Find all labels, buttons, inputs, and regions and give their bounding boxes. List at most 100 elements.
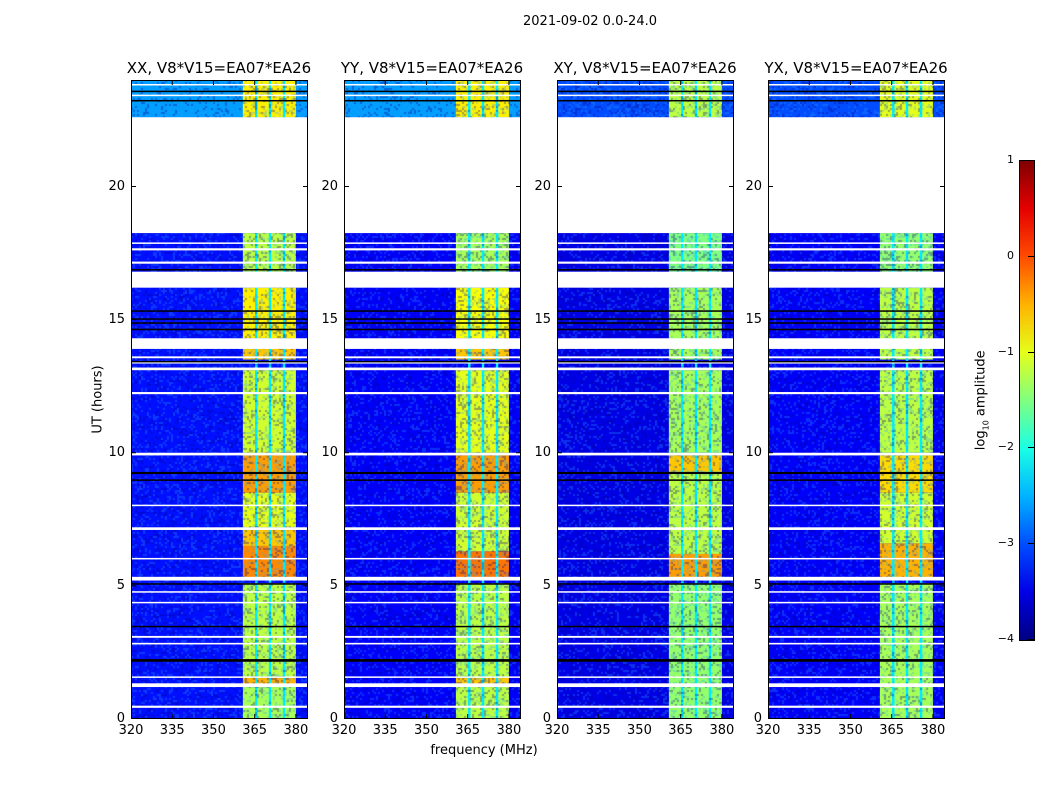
y-tick-label: 15 [745,311,762,327]
flagged-time-row [344,261,521,264]
flagged-time-row [131,361,308,364]
x-tick-label: 350 [201,723,226,738]
flagged-time-row [557,591,734,593]
y-tick-label: 5 [329,577,338,593]
zero-time-row [131,659,308,662]
flagged-time-row [131,676,308,678]
colorbar-tick-mark [1028,543,1034,545]
y-tick-mark [940,319,945,321]
zero-time-row [768,659,945,662]
x-tick-label: 350 [627,723,652,738]
flagged-time-row [131,83,308,86]
zero-time-row [557,659,734,662]
y-tick-label: 0 [329,711,338,726]
flagged-time-row [344,635,521,638]
y-tick-label: 5 [116,577,125,593]
x-tick-mark [638,80,640,85]
x-tick-mark [131,80,132,85]
flagged-time-row [131,248,308,251]
zero-time-row [131,471,308,475]
flagged-time-row [768,504,945,507]
flagged-time-row [557,83,734,86]
zero-time-row [768,99,945,102]
zero-time-row [131,625,308,628]
colorbar-label-main: log [973,430,989,451]
flagged-time-row [131,392,308,395]
y-tick-mark [344,452,349,454]
y-tick-label: 10 [534,444,551,460]
zero-time-row [344,318,521,320]
heatmap-flags [344,80,521,719]
y-tick-mark [557,186,562,187]
x-tick-label: 365 [668,723,694,738]
flagged-time-row [557,676,734,678]
flagged-time-row [557,392,734,395]
flagged-time-row [768,452,945,456]
x-axis-label: frequency (MHz) [430,743,538,758]
flagged-time-row [768,392,945,395]
flagged-time-row [344,452,521,456]
panel-title: YX, V8*V15=EA07*EA26 [764,59,948,77]
y-tick-mark [557,718,562,719]
zero-time-row [344,479,521,481]
zero-time-row [557,322,734,324]
y-tick-mark [303,585,308,587]
flagged-time-row [557,642,734,645]
y-tick-mark [131,319,136,321]
zero-time-row [557,99,734,102]
flagged-time-row [344,576,521,581]
flagged-time-row [557,527,734,530]
zero-time-row [344,659,521,662]
flagged-time-row [344,705,521,708]
x-tick-label: 335 [159,723,185,738]
zero-time-row [557,360,734,363]
flagged-time-row [557,94,734,97]
flagged-time-row [131,356,308,359]
zero-time-row [557,479,734,481]
flagged-time-row [557,705,734,708]
x-tick-mark [384,80,386,85]
flagged-time-row [768,94,945,97]
colorbar-tick-label: −1 [997,344,1014,358]
x-tick-label: 380 [920,723,946,738]
x-tick-mark [557,80,558,85]
x-tick-mark [295,80,297,85]
y-tick-label: 20 [534,178,551,194]
flagged-time-row [557,338,734,349]
colorbar-tick-mark [1028,255,1034,257]
y-tick-label: 0 [753,711,762,726]
panel-title: XY, V8*V15=EA07*EA26 [553,59,737,77]
y-tick-label: 15 [321,311,338,327]
colorbar-tick-mark [1028,447,1034,449]
flagged-time-row [344,248,521,251]
x-tick-label: 335 [796,723,822,738]
zero-time-row [557,90,734,93]
zero-time-row [131,328,308,331]
x-tick-mark [384,714,386,719]
y-tick-mark [344,585,349,587]
flagged-time-row [768,635,945,638]
y-tick-mark [516,585,521,587]
y-tick-mark [303,319,308,321]
x-tick-label: 365 [879,723,905,738]
flagged-time-row [557,117,734,234]
x-tick-mark [508,714,510,719]
flagged-time-row [131,504,308,507]
y-tick-mark [768,452,773,454]
x-tick-mark [508,80,510,85]
colorbar-tick-mark [1028,160,1034,161]
zero-time-row [344,99,521,102]
y-tick-label: 20 [108,178,125,194]
flagged-time-row [768,367,945,371]
x-tick-label: 320 [118,723,144,738]
zero-time-row [344,471,521,475]
y-tick-label: 10 [745,444,762,460]
flagged-time-row [344,83,521,86]
flagged-time-row [131,591,308,593]
flagged-time-row [131,557,308,560]
flagged-time-row [344,94,521,97]
flagged-time-row [557,356,734,359]
spectrogram-panel [344,80,521,719]
flagged-time-row [768,361,945,364]
flagged-time-row [768,683,945,688]
